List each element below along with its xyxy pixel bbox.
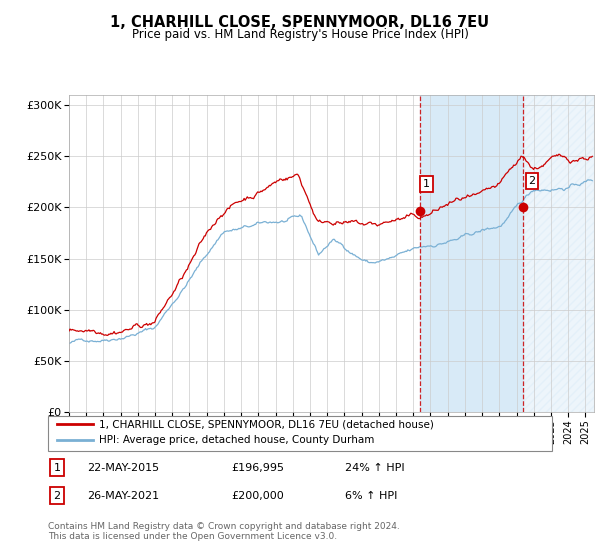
Text: 6% ↑ HPI: 6% ↑ HPI bbox=[345, 491, 397, 501]
Text: Price paid vs. HM Land Registry's House Price Index (HPI): Price paid vs. HM Land Registry's House … bbox=[131, 28, 469, 41]
Bar bbox=[523, 95, 594, 412]
Text: 1: 1 bbox=[423, 179, 430, 189]
Text: £200,000: £200,000 bbox=[231, 491, 284, 501]
Bar bbox=[420, 95, 523, 412]
Text: 2: 2 bbox=[529, 176, 536, 186]
Text: 1: 1 bbox=[53, 463, 61, 473]
Text: 22-MAY-2015: 22-MAY-2015 bbox=[87, 463, 159, 473]
Text: Contains HM Land Registry data © Crown copyright and database right 2024.
This d: Contains HM Land Registry data © Crown c… bbox=[48, 522, 400, 542]
Text: 2: 2 bbox=[53, 491, 61, 501]
Text: 1, CHARHILL CLOSE, SPENNYMOOR, DL16 7EU (detached house): 1, CHARHILL CLOSE, SPENNYMOOR, DL16 7EU … bbox=[99, 419, 434, 429]
Text: £196,995: £196,995 bbox=[231, 463, 284, 473]
Text: 1, CHARHILL CLOSE, SPENNYMOOR, DL16 7EU: 1, CHARHILL CLOSE, SPENNYMOOR, DL16 7EU bbox=[110, 15, 490, 30]
Text: HPI: Average price, detached house, County Durham: HPI: Average price, detached house, Coun… bbox=[99, 435, 374, 445]
Text: 24% ↑ HPI: 24% ↑ HPI bbox=[345, 463, 404, 473]
Text: 26-MAY-2021: 26-MAY-2021 bbox=[87, 491, 159, 501]
